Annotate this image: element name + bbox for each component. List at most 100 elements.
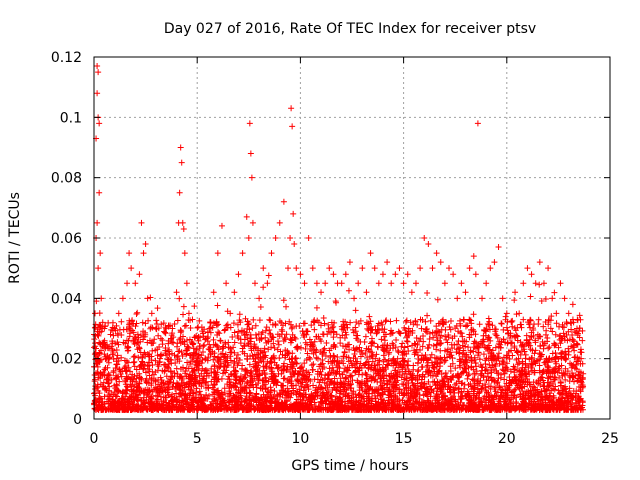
data-point	[419, 373, 426, 380]
data-point	[321, 320, 328, 327]
data-point	[503, 401, 510, 408]
data-point	[459, 369, 466, 376]
data-point	[293, 382, 300, 389]
data-point	[447, 326, 454, 333]
data-point	[470, 377, 477, 384]
data-point	[433, 346, 440, 353]
data-point	[245, 321, 252, 328]
data-point	[503, 364, 510, 371]
data-point	[299, 379, 306, 386]
data-point	[308, 322, 315, 329]
data-point	[320, 314, 327, 321]
data-point	[257, 303, 264, 310]
data-point	[424, 362, 431, 369]
data-point	[253, 390, 260, 397]
data-point	[130, 329, 137, 336]
data-point	[208, 378, 215, 385]
data-point	[135, 354, 142, 361]
data-point	[517, 339, 524, 346]
data-point	[105, 380, 112, 387]
data-point	[404, 338, 411, 345]
data-point	[112, 372, 119, 379]
data-point	[408, 377, 415, 384]
data-point	[366, 354, 373, 361]
data-point	[495, 350, 502, 357]
data-point	[260, 367, 267, 374]
data-point	[430, 342, 437, 349]
data-point	[278, 326, 285, 333]
data-point	[154, 386, 161, 393]
data-point	[434, 296, 441, 303]
data-point	[95, 332, 102, 339]
data-point	[233, 355, 240, 362]
data-point	[308, 362, 315, 369]
data-point	[532, 347, 539, 354]
data-point	[131, 358, 138, 365]
data-point	[336, 359, 343, 366]
data-point	[337, 340, 344, 347]
data-point	[114, 352, 121, 359]
data-point	[482, 361, 489, 368]
data-point	[282, 347, 289, 354]
data-point	[103, 376, 110, 383]
data-point	[130, 359, 137, 366]
data-point	[114, 330, 121, 337]
data-point	[393, 317, 400, 324]
data-point	[135, 334, 142, 341]
data-point	[215, 329, 222, 336]
data-point	[501, 376, 508, 383]
data-point	[213, 342, 220, 349]
data-point	[545, 345, 552, 352]
data-point	[511, 365, 518, 372]
data-point	[202, 367, 209, 374]
data-point	[253, 335, 260, 342]
data-point	[154, 305, 161, 312]
data-point	[184, 337, 191, 344]
data-point	[465, 344, 472, 351]
data-point	[424, 289, 431, 296]
data-point	[513, 311, 520, 318]
data-point	[131, 353, 138, 360]
data-point	[166, 360, 173, 367]
data-point	[242, 315, 249, 322]
data-point	[345, 287, 352, 294]
data-point	[180, 311, 187, 318]
data-point	[438, 332, 445, 339]
data-point	[267, 330, 274, 337]
data-point	[265, 272, 272, 279]
data-point	[387, 318, 394, 325]
data-point	[501, 370, 508, 377]
data-point	[309, 366, 316, 373]
data-point	[480, 338, 487, 345]
data-point	[562, 376, 569, 383]
data-point	[326, 365, 333, 372]
data-point	[347, 319, 354, 326]
data-point	[94, 381, 101, 388]
data-point	[511, 297, 518, 304]
data-point	[558, 362, 565, 369]
data-point	[266, 360, 273, 367]
data-point	[504, 327, 511, 334]
data-point	[270, 340, 277, 347]
data-point	[468, 326, 475, 333]
data-point	[266, 326, 273, 333]
data-point	[536, 281, 543, 288]
data-point	[439, 396, 446, 403]
data-point	[200, 333, 207, 340]
data-point	[433, 390, 440, 397]
data-point	[436, 367, 443, 374]
data-point	[552, 350, 559, 357]
data-point	[503, 360, 510, 367]
data-point	[420, 392, 427, 399]
data-point	[210, 356, 217, 363]
data-point	[458, 395, 465, 402]
data-point	[153, 392, 160, 399]
data-point	[300, 387, 307, 394]
data-point	[356, 348, 363, 355]
data-point	[393, 336, 400, 343]
data-point	[480, 351, 487, 358]
data-point	[229, 334, 236, 341]
data-point	[389, 356, 396, 363]
data-point	[241, 374, 248, 381]
data-point	[265, 346, 272, 353]
